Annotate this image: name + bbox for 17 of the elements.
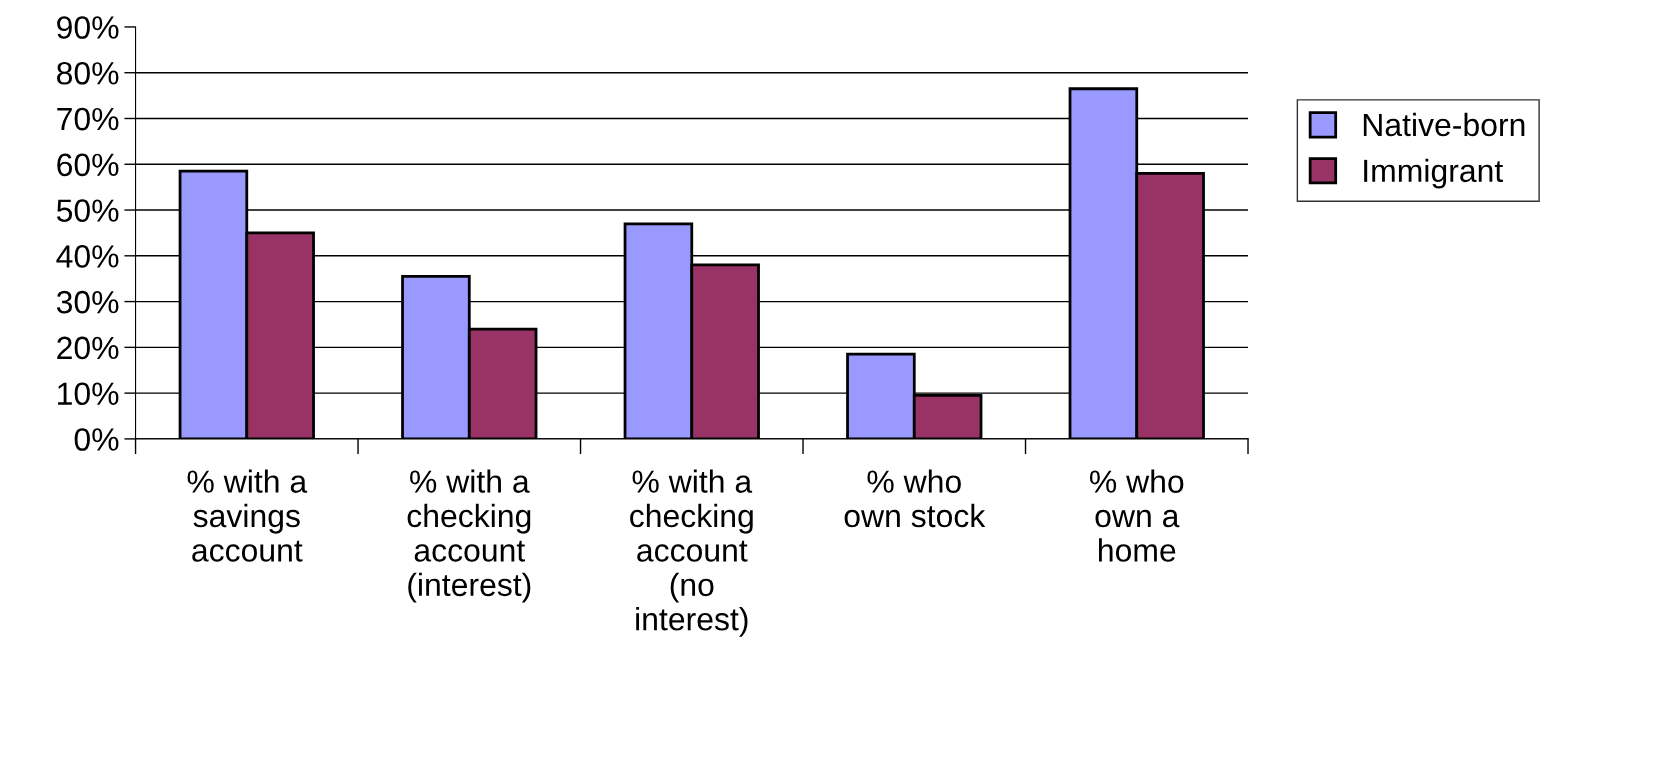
y-tick-label: 70% <box>57 107 119 131</box>
y-tick-label: 0% <box>74 428 119 451</box>
x-tick-label: % with a checking account (interest) <box>407 469 531 603</box>
y-tick-label: 10% <box>58 382 119 406</box>
y-tick-label: 90% <box>57 16 119 39</box>
y-tick-label: 40% <box>56 245 119 268</box>
x-tick-label: % who own stock <box>844 469 986 528</box>
legend-label: Native-born <box>1363 112 1525 137</box>
y-tick-label: 80% <box>57 61 119 85</box>
x-tick-label: % with a checking account (no interest) <box>630 469 753 637</box>
x-tick-label: % with a savings account <box>187 469 308 562</box>
y-tick-label: 30% <box>56 290 119 314</box>
y-tick-label: 50% <box>56 199 119 222</box>
y-tick-label: 60% <box>57 153 119 177</box>
x-tick-label: % who own a home <box>1089 469 1184 562</box>
y-tick-label: 20% <box>57 336 119 360</box>
legend-label: Immigrant <box>1364 158 1504 189</box>
